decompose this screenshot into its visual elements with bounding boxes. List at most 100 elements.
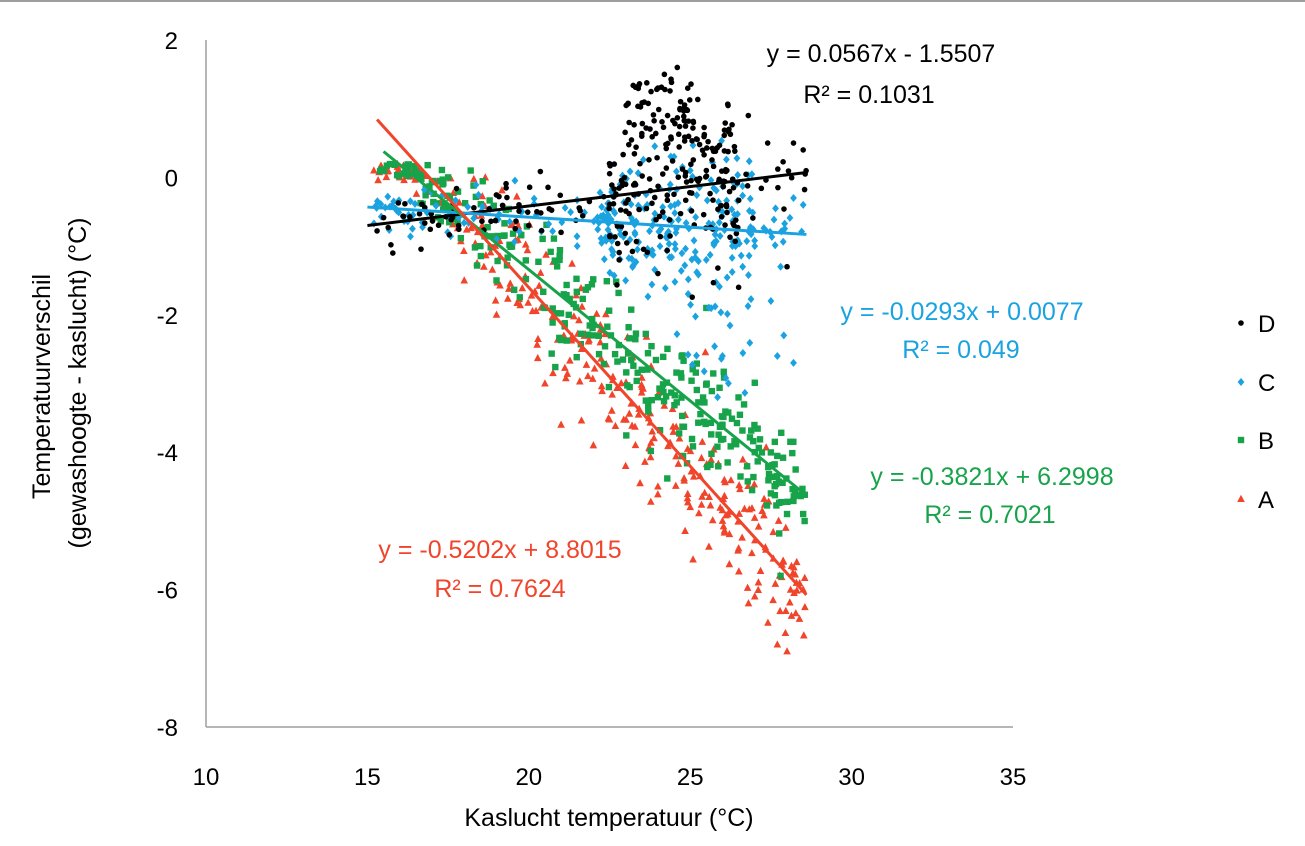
point-d [801,186,808,193]
point-b [540,288,547,296]
point-a [750,592,759,600]
legend-marker-c [1237,378,1245,386]
point-d [623,208,629,214]
point-d [718,202,724,209]
point-d [557,192,564,199]
point-b [789,485,796,493]
point-b [660,353,667,361]
point-d [641,99,648,105]
point-d [735,197,742,204]
point-c [678,249,686,258]
point-c [651,142,659,151]
point-b [522,257,530,264]
trendline-d [367,171,807,227]
point-d [667,88,673,94]
point-c [594,225,602,234]
point-c [703,196,711,205]
point-d [643,205,650,212]
point-a [750,513,759,521]
point-d [622,181,629,188]
point-b [518,231,525,239]
point-d [788,174,795,181]
point-d [701,124,707,131]
point-c [616,230,624,239]
point-c [692,312,699,321]
point-c [728,253,736,262]
point-d [703,167,710,174]
point-d [614,240,621,247]
point-c [646,227,653,236]
point-d [726,188,733,195]
point-b [765,463,772,471]
point-d [513,218,519,224]
point-d [683,179,690,185]
point-c [549,227,557,236]
point-d [682,173,689,179]
point-c [746,194,754,203]
point-d [659,171,666,177]
point-a [800,631,808,639]
point-d [558,229,564,236]
point-a [637,380,646,388]
point-d [750,215,756,221]
point-a [504,294,512,302]
point-a [597,382,606,390]
point-b [573,353,580,361]
point-d [607,233,613,240]
point-a [698,492,706,500]
point-b [763,502,771,509]
point-d [690,119,697,126]
point-d [667,233,673,239]
point-a [705,542,713,550]
equation-d: y = 0.0567x - 1.5507 [767,40,996,68]
point-b [563,281,570,289]
point-c [475,190,482,199]
point-c [716,231,724,240]
point-a [720,491,729,499]
point-a [735,509,744,517]
point-a [707,455,715,463]
point-d [790,140,797,146]
point-a [577,416,586,424]
point-b [632,330,640,337]
point-a [563,369,572,377]
point-a [654,482,662,490]
point-c [460,218,468,227]
point-d [654,154,660,161]
point-a [646,452,655,461]
point-b [801,517,808,525]
point-b [739,427,746,434]
point-b [642,330,649,338]
point-a [523,246,532,254]
point-d [374,228,380,234]
point-b [439,206,447,213]
point-a [449,220,457,228]
point-b [547,248,554,256]
point-a [527,291,536,299]
point-b [477,201,484,208]
point-c [609,250,617,259]
point-a [769,595,777,604]
point-a [492,310,501,318]
point-c [745,251,753,260]
point-c [777,262,784,271]
y-tick-label: 0 [165,165,178,192]
point-c [677,266,685,275]
point-b [692,369,700,376]
point-a [754,522,763,530]
point-b [418,175,425,182]
point-a [689,472,698,480]
point-a [756,566,765,574]
point-b [500,232,507,240]
point-d [471,204,477,211]
point-c [432,201,440,210]
point-a [568,259,576,267]
point-c [632,258,640,267]
point-a [631,440,640,449]
point-d [699,147,706,154]
point-c [739,262,747,271]
point-a [412,189,421,197]
point-d [664,112,671,119]
point-b [645,408,652,415]
point-d [704,145,710,151]
